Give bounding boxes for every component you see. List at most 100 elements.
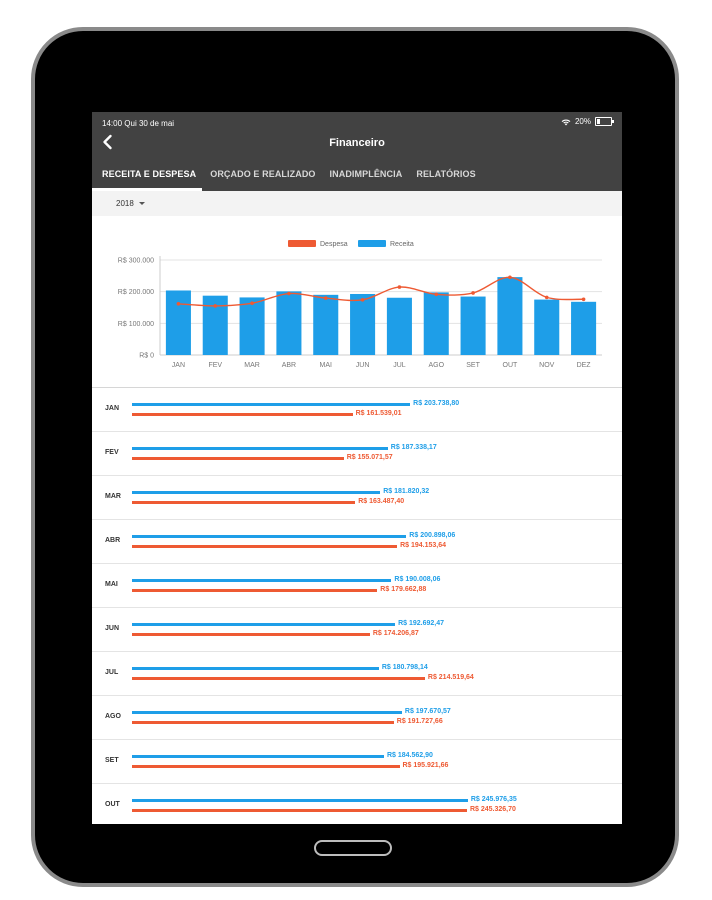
bar-receita (132, 755, 384, 758)
bar-receita (386, 297, 412, 355)
page-title: Financeiro (329, 137, 385, 149)
y-tick-label: R$ 200.000 (118, 289, 154, 296)
bar-receita (165, 290, 191, 355)
point-despesa (471, 291, 475, 295)
divider (92, 387, 622, 388)
legend-swatch-despesa (288, 240, 316, 247)
status-time: 14:00 (102, 119, 123, 128)
top-bar: 14:00 Qui 30 de mai 20% Financeiro RECEI… (92, 112, 622, 191)
value-despesa: R$ 194.153,64 (400, 542, 447, 549)
x-tick-label: OUT (503, 362, 518, 369)
y-tick-label: R$ 300.000 (118, 258, 154, 265)
point-despesa (508, 275, 512, 280)
bar-receita (276, 291, 302, 355)
bar-despesa (132, 765, 400, 768)
x-tick-label: SET (466, 362, 480, 369)
x-tick-label: NOV (539, 362, 555, 369)
revenue-expense-chart: Despesa Receita R$ 300.000 R$ 200.000 R$ 100… (118, 240, 602, 369)
month-label: MAI (105, 581, 118, 588)
value-despesa: R$ 174.206,87 (372, 630, 419, 637)
bar-receita (132, 535, 407, 538)
point-despesa (250, 301, 254, 306)
y-tick-label: R$ 0 (139, 353, 154, 360)
point-despesa (397, 285, 402, 289)
month-row[interactable]: JUL R$ 180.798,14 R$ 214.519,64 (92, 652, 622, 696)
year-dropdown[interactable]: 2018 (116, 199, 134, 208)
year-filter-bar: 2018 (92, 191, 622, 216)
month-label: ABR (105, 537, 121, 544)
value-despesa: R$ 191.727,66 (396, 718, 443, 725)
x-tick-label: FEV (208, 362, 222, 369)
x-tick-label: MAR (244, 362, 260, 369)
tab-orcado-realizado[interactable]: ORÇADO E REALIZADO (210, 169, 316, 179)
x-tick-label: MAI (320, 362, 333, 369)
chevron-down-icon[interactable] (139, 202, 145, 205)
x-tick-label: DEZ (577, 362, 592, 369)
month-label: JUL (105, 669, 119, 676)
month-row[interactable]: ABR R$ 200.898,06 R$ 194.153,64 (92, 520, 622, 564)
month-row[interactable]: MAR R$ 181.820,32 R$ 163.487,40 (92, 476, 622, 520)
bar-receita (132, 799, 468, 802)
point-despesa (581, 297, 586, 302)
month-row[interactable]: MAI R$ 190.008,06 R$ 179.662,88 (92, 564, 622, 608)
tab-inadimplencia[interactable]: INADIMPLÊNCIA (329, 169, 403, 179)
month-row[interactable]: FEV R$ 187.338,17 R$ 155.071,57 (92, 432, 622, 476)
bar-receita (132, 711, 402, 714)
bar-receita (132, 403, 411, 406)
bar-receita (132, 579, 392, 582)
month-row[interactable]: SET R$ 184.562,90 R$ 195.921,66 (92, 740, 622, 784)
month-label: SET (105, 757, 119, 764)
y-tick-label: R$ 100.000 (118, 321, 154, 328)
bar-receita (460, 296, 486, 355)
tab-relatorios[interactable]: RELATÓRIOS (416, 169, 476, 179)
x-tick-label: AGO (428, 362, 444, 369)
bar-despesa (132, 633, 370, 636)
bar-despesa (132, 501, 356, 504)
value-receita: R$ 197.670,57 (404, 708, 451, 715)
point-despesa (544, 295, 549, 300)
value-despesa: R$ 161.539,01 (355, 410, 402, 417)
bar-despesa (132, 677, 425, 680)
legend-label-despesa: Despesa (320, 241, 348, 248)
point-despesa (360, 298, 365, 302)
month-label: MAR (105, 493, 121, 500)
battery-percent: 20% (574, 117, 591, 126)
value-receita: R$ 200.898,06 (409, 532, 456, 539)
point-despesa (213, 304, 218, 308)
month-row[interactable]: JUN R$ 192.692,47 R$ 174.206,87 (92, 608, 622, 652)
point-despesa (287, 291, 291, 296)
value-receita: R$ 203.738,80 (413, 400, 460, 407)
value-despesa: R$ 245.326,70 (469, 806, 516, 813)
bar-despesa (132, 721, 394, 724)
bar-despesa (132, 809, 467, 812)
value-receita: R$ 181.820,32 (383, 488, 430, 495)
value-receita: R$ 190.008,06 (394, 576, 441, 583)
tab-receita-despesa[interactable]: RECEITA E DESPESA (92, 157, 203, 191)
month-row[interactable]: JAN R$ 203.738,80 R$ 161.539,01 (92, 388, 622, 432)
month-row[interactable]: AGO R$ 197.670,57 R$ 191.727,66 (92, 696, 622, 740)
x-tick-label: ABR (282, 362, 296, 369)
value-receita: R$ 245.976,35 (470, 796, 517, 803)
wifi-icon (561, 119, 571, 125)
back-arrow-icon[interactable] (100, 134, 116, 150)
tab-bar: RECEITA E DESPESA ORÇADO E REALIZADO INA… (92, 157, 622, 191)
point-despesa (434, 292, 439, 297)
bar-despesa (132, 413, 353, 416)
bar-despesa (132, 457, 344, 460)
value-despesa: R$ 179.662,88 (380, 586, 427, 593)
status-right: 20% (561, 117, 614, 126)
value-receita: R$ 180.798,14 (381, 664, 428, 671)
point-despesa (323, 296, 328, 300)
value-receita: R$ 192.692,47 (398, 620, 445, 627)
month-row[interactable]: OUT R$ 245.976,35 R$ 245.326,70 (92, 784, 622, 824)
bar-despesa (132, 589, 378, 592)
bar-receita (350, 293, 376, 355)
bar-receita (239, 297, 265, 355)
month-label: AGO (105, 713, 121, 720)
bar-receita (132, 491, 381, 494)
bar-receita (132, 447, 388, 450)
home-button[interactable] (314, 840, 392, 856)
bar-receita (534, 299, 560, 355)
legend-label-receita: Receita (390, 241, 414, 248)
bar-receita (497, 277, 523, 355)
